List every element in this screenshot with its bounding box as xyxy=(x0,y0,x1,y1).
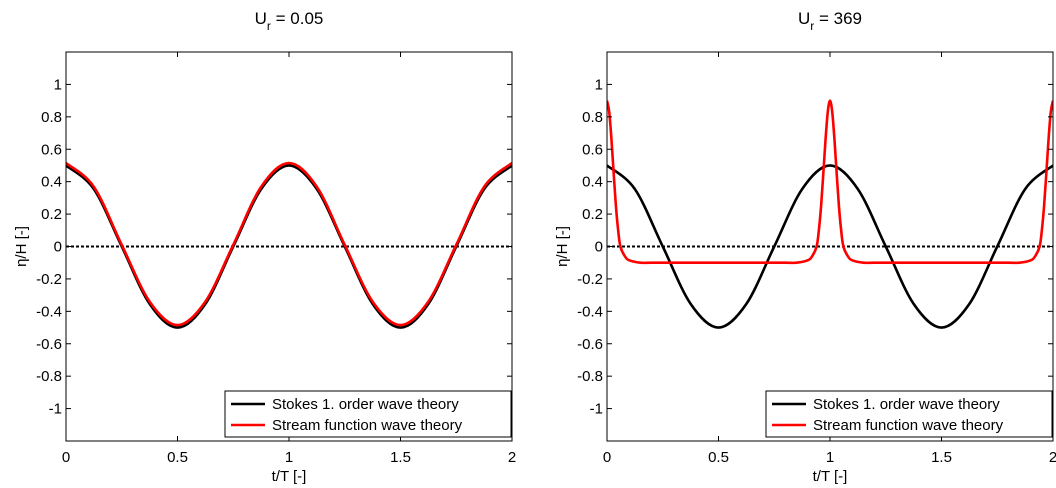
right-x-axis-label: t/T [-] xyxy=(813,468,848,485)
right-title-subscript: r xyxy=(810,19,814,33)
left-ytick-label: -0.2 xyxy=(36,271,62,288)
right-xtick-label: 1.5 xyxy=(931,449,952,466)
right-ytick-label: 0.8 xyxy=(582,109,603,126)
left-xtick-label: 1.5 xyxy=(390,449,411,466)
right-ytick-label: -0.8 xyxy=(577,368,603,385)
right-legend-label-stream: Stream function wave theory xyxy=(813,417,1004,434)
right-xtick-label: 2 xyxy=(1049,449,1056,466)
right-ytick-label: 0.6 xyxy=(582,141,603,158)
right-y-axis-label: η/H [-] xyxy=(554,226,571,267)
left-ytick-label: 1 xyxy=(54,76,62,93)
left-ytick-label: -0.6 xyxy=(36,336,62,353)
left-legend-label-stream: Stream function wave theory xyxy=(272,417,463,434)
right-ytick-label: -0.2 xyxy=(577,271,603,288)
right-xtick-label: 0 xyxy=(603,449,611,466)
left-ytick-label: -0.8 xyxy=(36,368,62,385)
left-title-main: U xyxy=(255,9,267,28)
right-title-rest: = 369 xyxy=(814,9,862,28)
left-stream-function-series-line xyxy=(66,161,512,327)
left-legend-box xyxy=(224,390,512,438)
right-legend-label-stokes: Stokes 1. order wave theory xyxy=(813,396,1000,413)
left-ytick-label: 0.4 xyxy=(41,174,62,191)
left-title-rest: = 0.05 xyxy=(271,9,323,28)
left-xtick-label: 0.5 xyxy=(167,449,188,466)
right-ytick-label: 1 xyxy=(595,76,603,93)
right-chart: 0 0.5 1 1.5 2 -1 -0.8 -0.6 -0.4 -0.2 0 0.2 0.4 0.6 0.8… xyxy=(554,9,1056,485)
left-series-group xyxy=(66,161,512,329)
left-ytick-label: 0 xyxy=(54,239,62,256)
left-xtick-label: 2 xyxy=(508,449,516,466)
left-chart-title: Ur = 0.05 xyxy=(255,9,324,33)
right-legend-box xyxy=(765,390,1053,438)
right-xtick-label: 0.5 xyxy=(708,449,729,466)
left-xtick-label: 1 xyxy=(285,449,293,466)
right-xtick-label: 1 xyxy=(826,449,834,466)
right-ytick-label: -0.6 xyxy=(577,336,603,353)
right-chart-title: Ur = 369 xyxy=(798,9,862,33)
left-ytick-label: 0.6 xyxy=(41,141,62,158)
right-stream-function-series-line xyxy=(607,99,1053,265)
left-y-axis-label: η/H [-] xyxy=(13,226,30,267)
right-ytick-label: 0.2 xyxy=(582,206,603,223)
left-ytick-label: -0.4 xyxy=(36,303,62,320)
right-series-group xyxy=(607,99,1053,329)
left-ytick-label: 0.2 xyxy=(41,206,62,223)
right-ytick-label: 0 xyxy=(595,239,603,256)
left-legend: Stokes 1. order wave theory Stream functi… xyxy=(224,390,512,438)
right-stokes-series-line xyxy=(607,164,1053,329)
right-ytick-label: 0.4 xyxy=(582,174,603,191)
right-ytick-label: -0.4 xyxy=(577,303,603,320)
left-title-subscript: r xyxy=(267,19,271,33)
left-xtick-label: 0 xyxy=(62,449,70,466)
left-legend-label-stokes: Stokes 1. order wave theory xyxy=(272,396,459,413)
right-legend: Stokes 1. order wave theory Stream functi… xyxy=(765,390,1053,438)
left-ytick-label: -1 xyxy=(49,401,62,418)
left-x-axis-label: t/T [-] xyxy=(272,468,307,485)
right-ytick-label: -1 xyxy=(590,401,603,418)
left-chart: 0 0.5 1 1.5 2 -1 -0.8 -0.6 -0.4 -0.2 0 0.2 0.4 0.6 0.8… xyxy=(13,9,516,485)
left-ytick-label: 0.8 xyxy=(41,109,62,126)
right-title-main: U xyxy=(798,9,810,28)
